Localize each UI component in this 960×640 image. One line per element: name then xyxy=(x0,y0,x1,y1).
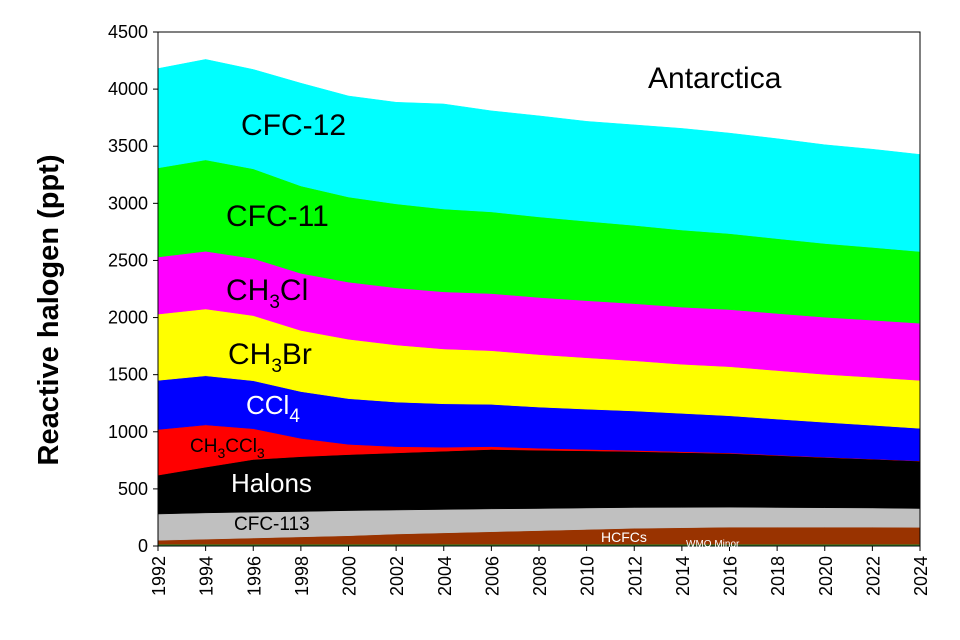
x-tick-label: 2008 xyxy=(530,556,550,596)
x-tick-label: 1996 xyxy=(244,556,264,596)
label-wmo-minor: WMO Minor xyxy=(686,539,740,550)
x-tick-label: 2014 xyxy=(673,556,693,596)
y-tick-label: 1500 xyxy=(108,365,148,385)
y-tick-label: 500 xyxy=(118,479,148,499)
y-tick-label: 0 xyxy=(138,536,148,556)
x-tick-label: 1998 xyxy=(292,556,312,596)
y-tick-label: 1000 xyxy=(108,422,148,442)
x-tick-label: 2022 xyxy=(863,556,883,596)
x-tick-label: 2010 xyxy=(578,556,598,596)
label-cfc12: CFC-12 xyxy=(241,109,346,142)
y-tick-label: 2500 xyxy=(108,250,148,270)
label-cfc113: CFC-113 xyxy=(234,514,310,535)
x-tick-label: 2000 xyxy=(340,556,360,596)
y-tick-label: 3500 xyxy=(108,136,148,156)
y-tick-labels: 0 500 1000 1500 2000 2500 3000 3500 4000 4500 xyxy=(108,22,148,556)
x-tick-label: 2016 xyxy=(721,556,741,596)
label-ccl4: CCl4 xyxy=(246,390,300,427)
x-tick-label: 2012 xyxy=(625,556,645,596)
label-ch3cl: CH3Cl xyxy=(226,274,308,313)
y-tick-label: 4000 xyxy=(108,79,148,99)
label-cfc11: CFC-11 xyxy=(226,200,329,233)
x-tick-label: 2004 xyxy=(435,556,455,596)
label-ch3ccl3: CH3CCl3 xyxy=(190,436,265,461)
x-tick-labels: 1992 1994 1996 1998 2000 2002 2004 2006 2008 2010… xyxy=(149,556,931,596)
axes-group xyxy=(153,31,921,551)
area-series-group xyxy=(157,59,921,547)
x-tick-label: 2024 xyxy=(911,556,931,596)
chart-title-antarctica: Antarctica xyxy=(648,62,782,95)
x-tick-label: 2002 xyxy=(387,556,407,596)
x-tick-label: 1992 xyxy=(149,556,169,596)
y-tick-label: 2000 xyxy=(108,308,148,328)
label-halons: Halons xyxy=(231,468,312,498)
y-axis-label: Reactive halogen (ppt) xyxy=(33,155,65,466)
x-tick-label: 2018 xyxy=(768,556,788,596)
x-tick-label: 2006 xyxy=(482,556,502,596)
label-ch3br: CH3Br xyxy=(228,338,312,377)
label-hcfcs: HCFCs xyxy=(601,529,647,545)
y-tick-label: 4500 xyxy=(108,22,148,42)
x-tick-label: 1994 xyxy=(197,556,217,596)
y-tick-label: 3000 xyxy=(108,193,148,213)
x-tick-label: 2020 xyxy=(816,556,836,596)
